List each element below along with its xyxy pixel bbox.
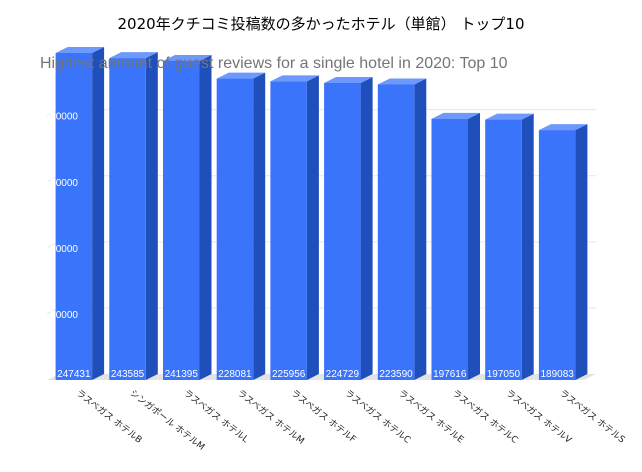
bar — [270, 75, 319, 380]
bar-front — [216, 78, 254, 381]
bar-side — [575, 124, 588, 381]
y-tick-label: 100000 — [45, 244, 79, 255]
y-tick-label: 50000 — [50, 310, 78, 321]
chart-title: 2020年クチコミ投稿数の多かったホテル（単館） トップ10 — [117, 15, 524, 33]
value-label: 228081 — [218, 369, 252, 380]
bars — [55, 47, 588, 381]
value-labels: 247431 243585 241395 228081 225956 224729 2235… — [57, 369, 574, 380]
value-label: 189083 — [540, 369, 574, 380]
bar-front — [377, 84, 415, 380]
bar — [324, 77, 373, 380]
bar-top — [431, 112, 481, 119]
bar-front — [270, 81, 307, 380]
bar-side — [414, 78, 427, 380]
bar — [216, 72, 266, 381]
bar — [485, 113, 534, 380]
bar-front — [324, 83, 361, 380]
bar-top — [162, 54, 212, 61]
bar-side — [521, 113, 534, 380]
bar-front — [431, 118, 469, 380]
y-axis-ticks: 50000 100000 150000 200000 — [45, 112, 79, 321]
bar-side — [360, 77, 373, 380]
value-label: 247431 — [57, 369, 91, 380]
bar-side — [468, 112, 481, 380]
value-label: 223590 — [379, 369, 413, 380]
bar-front — [485, 119, 522, 380]
bar — [162, 54, 212, 381]
bar-front — [55, 53, 93, 380]
bar-front — [162, 60, 200, 381]
bar-top — [485, 113, 534, 120]
value-label: 224729 — [326, 369, 360, 380]
value-label: 241395 — [165, 369, 199, 380]
bar-top — [109, 52, 158, 59]
bar — [377, 78, 427, 380]
bar-side — [92, 47, 105, 380]
bar-front — [109, 58, 146, 381]
chart-subtitle: Highest amount of guest reviews for a si… — [40, 55, 508, 72]
value-label: 243585 — [111, 369, 145, 380]
bar-top — [377, 78, 427, 85]
bar-front — [538, 130, 576, 380]
bar-side — [253, 72, 266, 381]
value-label: 197616 — [433, 369, 467, 380]
y-tick-label: 200000 — [45, 112, 79, 123]
value-label: 225956 — [272, 369, 306, 380]
bar-top — [538, 124, 588, 131]
bar-top — [324, 77, 373, 84]
bar-top — [55, 47, 105, 53]
value-label: 197050 — [487, 369, 521, 380]
y-tick-label: 150000 — [45, 178, 79, 189]
bar — [431, 112, 481, 380]
bar-side — [145, 52, 158, 381]
bar-top — [216, 72, 266, 79]
bar-side — [306, 75, 319, 380]
bar-top — [270, 75, 319, 82]
bar-side — [199, 54, 212, 381]
bar — [109, 52, 158, 381]
bar — [538, 124, 588, 381]
bar — [55, 47, 105, 380]
